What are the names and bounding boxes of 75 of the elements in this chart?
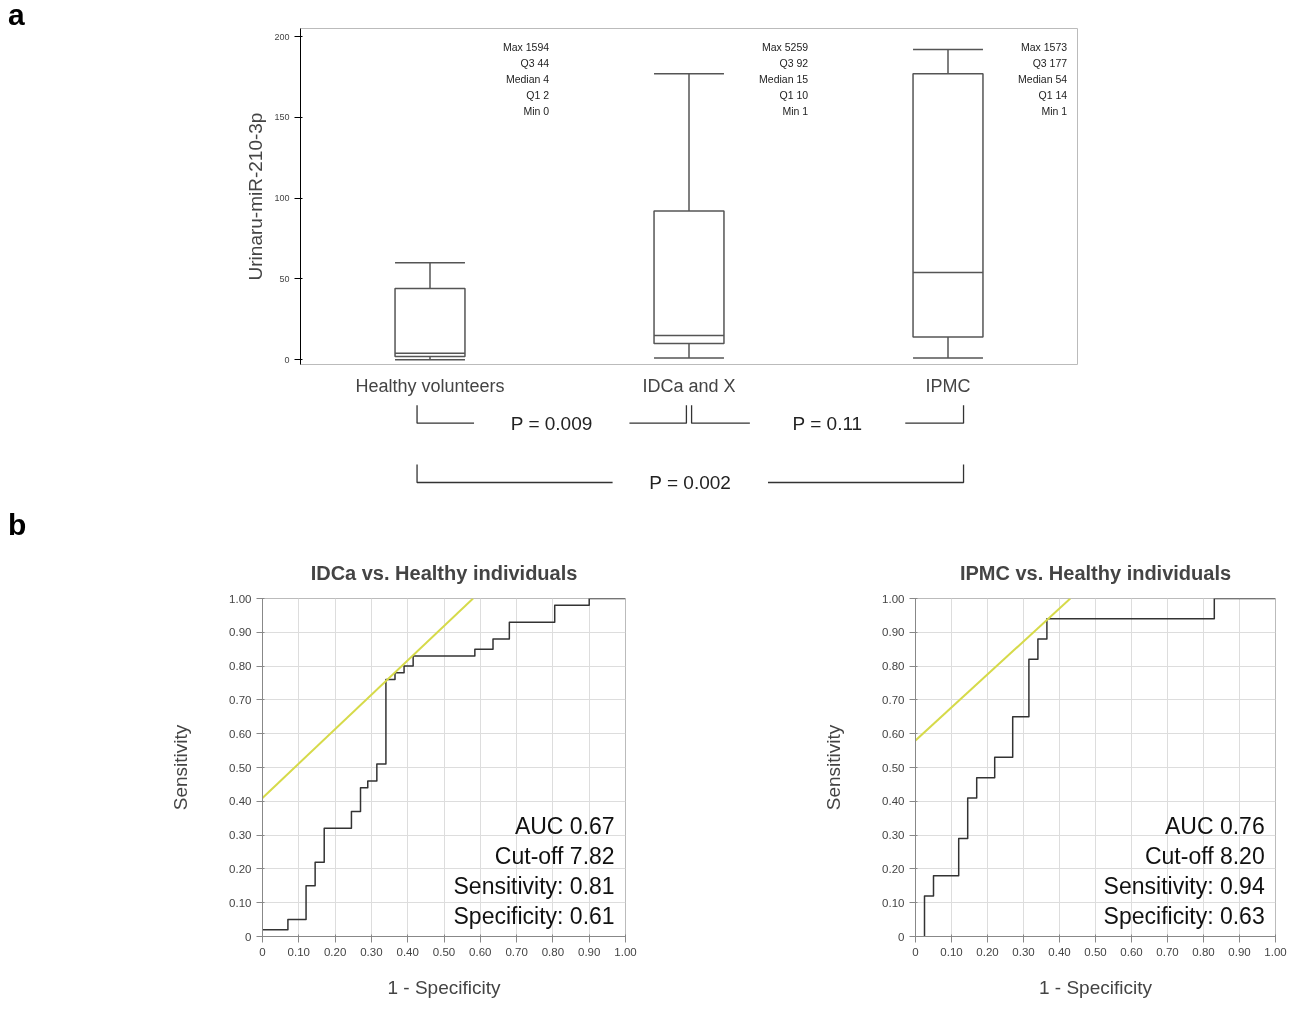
x-tick-label: 0.90 [1228,945,1251,958]
x-tick-label: 0.40 [396,945,419,958]
y-tick-label: 150 [274,112,290,123]
annotation: Specificity: 0.61 [453,902,615,929]
y-tick-label: 0.30 [882,829,905,842]
y-tick-label: 0.10 [882,896,905,909]
annotation: Max 1573 Q3 177 Median 54 Q1 14 Min 1 [1018,40,1068,118]
x-tick-label: 0.60 [1120,945,1143,958]
x-tick-label: 0.10 [940,945,963,958]
y-tick-label: 0 [898,930,905,943]
x-tick-label: 0.40 [1048,945,1071,958]
y-tick-label: 1.00 [229,592,252,605]
text: P = 0.002 [649,472,731,493]
x-tick-label: 0 [912,945,919,958]
x-tick-label: 0.80 [1192,945,1215,958]
annotation: Cut-off 8.20 [1144,842,1265,869]
x-tick-label: 0.20 [323,945,347,958]
chart-title: IDCa vs. Healthy individuals [310,561,578,584]
y-tick-label: 0.20 [882,862,905,875]
annotation: AUC 0.67 [514,812,615,839]
y-tick-label: 100 [274,193,290,204]
y-tick-label: 0.70 [229,693,252,706]
y-tick-label: 0.60 [229,727,252,740]
x-axis-title: 1 - Specificity [1039,976,1153,998]
y-tick-label: 50 [279,273,290,284]
y-axis-title: Urinaru-miR-210-3p [245,112,267,281]
text: a [8,0,25,31]
annotation: Sensitivity: 0.94 [1103,872,1265,899]
x-tick-label: 0.60 [469,945,492,958]
x-tick-label: 0.30 [360,945,383,958]
x-tick-label: 0.10 [287,945,310,958]
x-tick-label: Healthy volunteers [355,375,505,396]
y-tick-label: 0.40 [882,795,905,808]
annotation: Specificity: 0.63 [1103,902,1265,929]
y-axis-title: Sensitivity [823,724,845,811]
y-tick-label: 0.50 [229,761,252,774]
x-axis-title: 1 - Specificity [387,976,501,998]
x-tick-label: 0 [259,945,266,958]
y-tick-label: 0.40 [229,795,252,808]
text: P = 0.009 [510,412,593,434]
y-tick-label: 0.30 [229,829,252,842]
y-tick-label: 0.80 [229,660,252,673]
y-tick-label: 0.10 [229,896,252,909]
x-tick-label: 0.30 [1012,945,1035,958]
y-axis-title: Sensitivity [170,724,192,811]
y-tick-label: 0.90 [229,626,252,639]
y-tick-label: 0.60 [882,727,905,740]
x-tick-label: 1.00 [614,945,637,958]
y-tick-label: 0.70 [882,693,905,706]
x-tick-label: 0.50 [1084,945,1107,958]
x-tick-label: 0.20 [976,945,999,958]
x-tick-label: 0.80 [541,945,565,958]
y-tick-label: 0.20 [229,862,252,875]
y-tick-label: 0 [245,930,252,943]
annotation: Cut-off 7.82 [494,842,615,869]
x-tick-label: IDCa and X [642,375,736,396]
x-tick-label: 0.70 [505,945,528,958]
y-tick-label: 0.50 [882,761,905,774]
y-tick-label: 1.00 [882,592,905,605]
annotation: Sensitivity: 0.81 [453,872,615,899]
annotation: Max 5259 Q3 92 Median 15 Q1 10 Min 1 [759,40,809,118]
text: P = 0.11 [792,412,863,434]
y-tick-label: 0.80 [882,660,905,673]
y-tick-label: 0 [284,354,290,365]
x-tick-label: IPMC [925,375,971,396]
x-tick-label: 0.70 [1156,945,1179,958]
y-tick-label: 0.90 [882,626,905,639]
chart-title: IPMC vs. Healthy individuals [959,561,1232,584]
y-tick-label: 200 [274,31,290,42]
annotation: Max 1594 Q3 44 Median 4 Q1 2 Min 0 [503,40,550,118]
x-tick-label: 0.50 [432,945,456,958]
x-tick-label: 1.00 [1264,945,1287,958]
text: b [8,508,27,541]
annotation: AUC 0.76 [1164,812,1265,839]
x-tick-label: 0.90 [578,945,601,958]
